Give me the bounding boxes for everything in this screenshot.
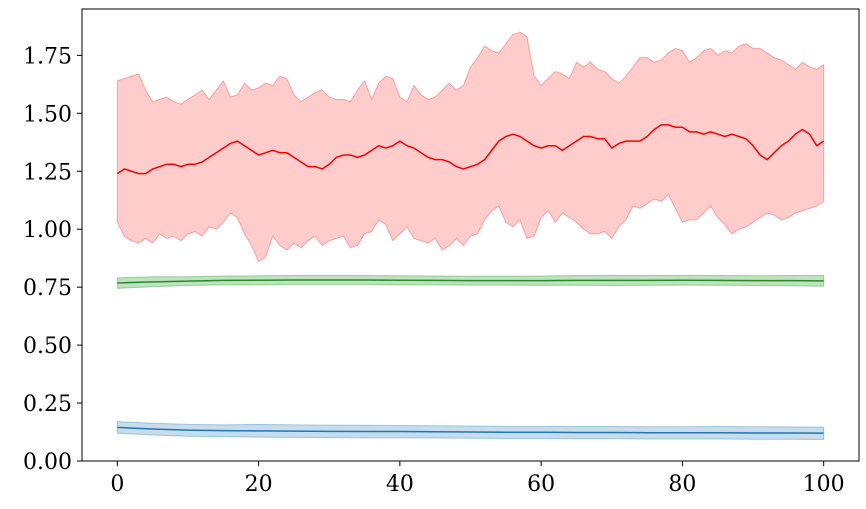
x-tick-label: 60 <box>527 472 555 497</box>
y-tick-label: 1.50 <box>23 102 72 127</box>
y-tick-label: 0.75 <box>23 276 72 301</box>
series-3-line <box>117 426 824 434</box>
y-tick-label: 0.25 <box>23 392 72 417</box>
plot-frame <box>81 8 860 462</box>
x-tick-label: 20 <box>245 472 273 497</box>
series-1-line <box>116 124 825 175</box>
series-1-band <box>116 31 825 263</box>
x-tick-label: 80 <box>668 472 696 497</box>
y-tick-label: 0.50 <box>23 334 72 359</box>
series-3-band <box>116 421 825 440</box>
series-2-band <box>116 274 825 289</box>
y-axis: 0.00 0.25 0.50 0.75 1.00 1.25 1.50 1.75 <box>23 44 82 475</box>
series-2-line <box>117 279 824 284</box>
y-tick-label: 1.00 <box>23 218 72 243</box>
x-tick-label: 0 <box>110 472 124 497</box>
x-axis: 0 20 40 60 80 100 <box>110 461 845 497</box>
y-tick-label: 0.00 <box>23 450 72 475</box>
x-tick-label: 100 <box>803 472 845 497</box>
confidence-bands <box>116 31 825 440</box>
y-tick-label: 1.75 <box>23 44 72 69</box>
x-tick-label: 40 <box>386 472 414 497</box>
series-lines <box>116 124 825 434</box>
y-tick-label: 1.25 <box>23 160 72 185</box>
